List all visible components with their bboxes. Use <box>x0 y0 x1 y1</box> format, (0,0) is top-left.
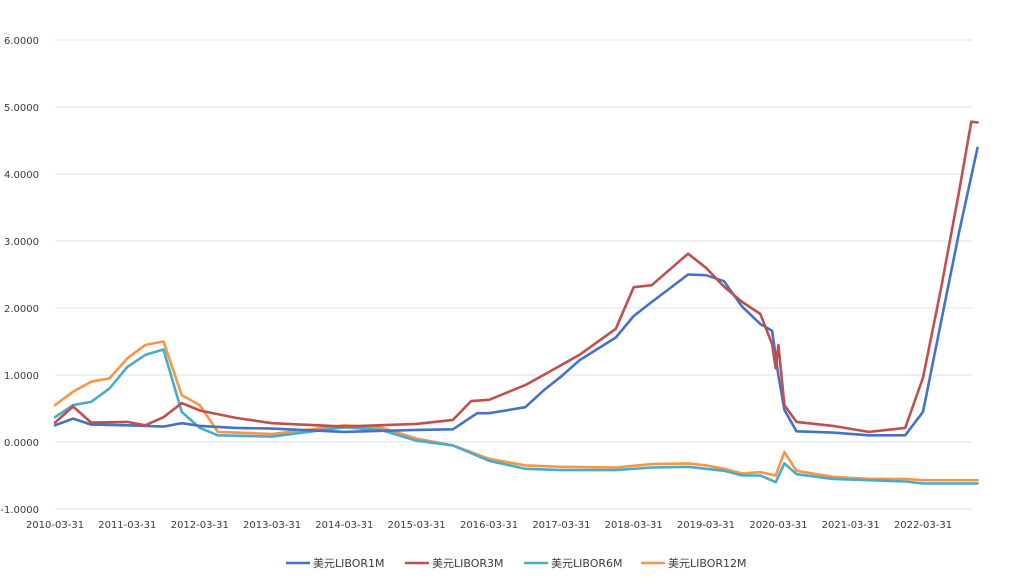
legend-label: 美元LIBOR3M <box>432 557 504 570</box>
legend: 美元LIBOR1M 美元LIBOR3M 美元LIBOR6M 美元LIBOR12M <box>286 557 747 570</box>
x-tick-label: 2017-03-31 <box>532 520 590 531</box>
y-tick-label: 5.0000 <box>4 103 39 114</box>
series-line-美元LIBOR12M <box>53 340 979 482</box>
y-tick-label: 2.0000 <box>4 304 39 315</box>
x-tick-label: 2018-03-31 <box>605 520 663 531</box>
x-tick-label: 2016-03-31 <box>460 520 518 531</box>
series-line-美元LIBOR6M <box>53 348 979 485</box>
x-tick-label: 2019-03-31 <box>677 520 735 531</box>
x-tick-label: 2012-03-31 <box>171 520 229 531</box>
x-tick-label: 2013-03-31 <box>243 520 301 531</box>
y-tick-label: 4.0000 <box>4 170 39 181</box>
gridlines <box>55 39 972 510</box>
y-tick-label: -1.0000 <box>0 505 39 516</box>
legend-label: 美元LIBOR12M <box>668 557 747 570</box>
series-lines <box>53 120 979 485</box>
y-tick-label: 6.0000 <box>4 36 39 47</box>
series-line-美元LIBOR1M <box>53 146 979 437</box>
x-tick-label: 2022-03-31 <box>894 520 952 531</box>
y-tick-label: 0.0000 <box>4 438 39 449</box>
x-tick-label: 2020-03-31 <box>749 520 807 531</box>
x-tick-label: 2010-03-31 <box>26 520 84 531</box>
x-tick-label: 2021-03-31 <box>822 520 880 531</box>
x-tick-label: 2014-03-31 <box>315 520 373 531</box>
x-tick-label: 2015-03-31 <box>388 520 446 531</box>
y-axis-tick-labels: 6.0000 5.0000 4.0000 3.0000 2.0000 1.0000 0.00… <box>0 36 39 516</box>
series-line-美元LIBOR3M <box>53 120 979 434</box>
legend-label: 美元LIBOR6M <box>551 557 623 570</box>
x-tick-label: 2011-03-31 <box>98 520 156 531</box>
x-axis-tick-labels: 2010-03-31 2011-03-31 2012-03-31 2013-03-31… <box>26 520 952 531</box>
legend-label: 美元LIBOR1M <box>313 557 385 570</box>
y-tick-label: 3.0000 <box>4 237 39 248</box>
y-tick-label: 1.0000 <box>4 371 39 382</box>
